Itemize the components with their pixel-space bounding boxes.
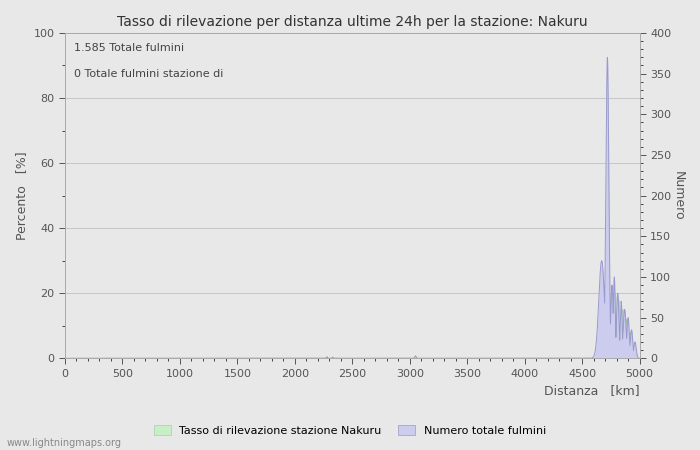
Y-axis label: Numero: Numero [672,171,685,220]
Title: Tasso di rilevazione per distanza ultime 24h per la stazione: Nakuru: Tasso di rilevazione per distanza ultime… [117,15,587,29]
Text: www.lightningmaps.org: www.lightningmaps.org [7,438,122,448]
Y-axis label: Percento   [%]: Percento [%] [15,151,28,240]
Legend: Tasso di rilevazione stazione Nakuru, Numero totale fulmini: Tasso di rilevazione stazione Nakuru, Nu… [149,420,551,440]
Text: Distanza   [km]: Distanza [km] [544,384,640,397]
Text: 1.585 Totale fulmini: 1.585 Totale fulmini [74,43,183,53]
Text: 0 Totale fulmini stazione di: 0 Totale fulmini stazione di [74,69,223,79]
